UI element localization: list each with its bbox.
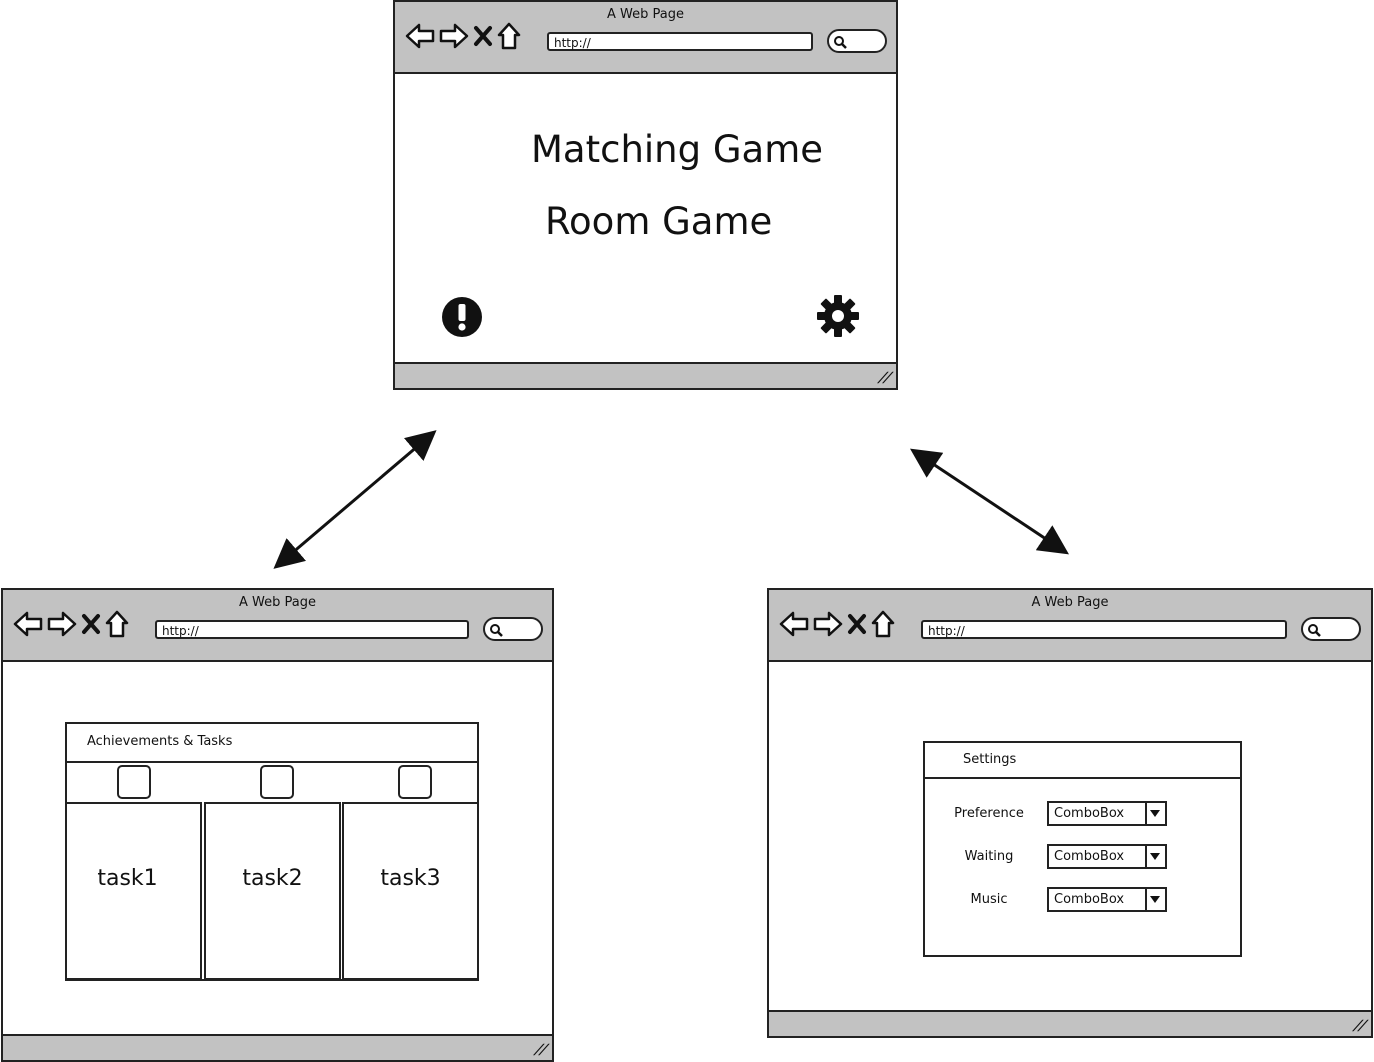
task2-checkbox[interactable] <box>260 765 294 799</box>
back-arrow-icon[interactable] <box>405 23 435 53</box>
home-icon[interactable] <box>871 610 895 642</box>
close-icon[interactable] <box>81 612 101 640</box>
panel-title: Achievements & Tasks <box>87 734 233 749</box>
nav-buttons <box>779 610 899 642</box>
window-title: A Web Page <box>239 595 316 610</box>
waiting-label: Waiting <box>964 849 1014 864</box>
gear-icon[interactable] <box>816 294 860 342</box>
chevron-down-icon[interactable] <box>1145 889 1165 910</box>
task-card-3[interactable]: task3 <box>342 802 479 980</box>
combobox-value: ComboBox <box>1054 806 1125 821</box>
search-field[interactable] <box>483 617 543 641</box>
back-arrow-icon[interactable] <box>13 611 43 641</box>
nav-buttons <box>405 22 525 54</box>
url-field[interactable]: http:// <box>547 32 813 51</box>
nav-buttons <box>13 610 133 642</box>
task-card-2[interactable]: task2 <box>204 802 341 980</box>
task3-checkbox[interactable] <box>398 765 432 799</box>
window-title: A Web Page <box>1031 595 1109 610</box>
url-field[interactable]: http:// <box>921 620 1287 639</box>
close-icon[interactable] <box>847 612 867 640</box>
status-bar: // <box>395 362 896 388</box>
forward-arrow-icon[interactable] <box>813 611 843 641</box>
close-icon[interactable] <box>473 24 493 52</box>
browser-toolbar: A Web Page http:// <box>395 2 896 74</box>
music-combobox[interactable]: ComboBox <box>1047 887 1167 912</box>
search-field[interactable] <box>827 29 887 53</box>
resize-grip-icon[interactable]: // <box>531 1042 551 1058</box>
chevron-down-icon[interactable] <box>1145 803 1165 824</box>
panel-title: Settings <box>963 752 1017 767</box>
search-icon <box>1308 624 1321 637</box>
home-icon[interactable] <box>105 610 129 642</box>
browser-toolbar: A Web Page http:// <box>769 590 1371 662</box>
resize-grip-icon[interactable]: // <box>1350 1018 1370 1034</box>
exclamation-circle-icon[interactable] <box>441 296 483 342</box>
search-icon <box>490 624 503 637</box>
browser-toolbar: A Web Page http:// <box>3 590 552 662</box>
menu-browser-window: A Web Page http:// Matching Game Room Ga… <box>393 0 898 390</box>
settings-panel: Settings Preference ComboBox Waiting Com… <box>923 741 1242 957</box>
status-bar: // <box>769 1010 1371 1036</box>
task-card-1[interactable]: task1 <box>65 802 202 980</box>
chevron-down-icon[interactable] <box>1145 846 1165 867</box>
waiting-combobox[interactable]: ComboBox <box>1047 844 1167 869</box>
panel-header: Achievements & Tasks <box>67 724 477 763</box>
task1-checkbox[interactable] <box>117 765 151 799</box>
arrow-menu-settings <box>910 448 1069 555</box>
search-field[interactable] <box>1301 617 1361 641</box>
forward-arrow-icon[interactable] <box>439 23 469 53</box>
resize-grip-icon[interactable]: // <box>875 370 895 386</box>
forward-arrow-icon[interactable] <box>47 611 77 641</box>
task-label: task1 <box>97 866 158 891</box>
search-icon <box>834 36 847 49</box>
combobox-value: ComboBox <box>1054 892 1125 907</box>
home-icon[interactable] <box>497 22 521 54</box>
url-field[interactable]: http:// <box>155 620 469 639</box>
arrow-menu-achievements <box>273 430 437 569</box>
preference-combobox[interactable]: ComboBox <box>1047 801 1167 826</box>
menu-item-matching-game[interactable]: Matching Game <box>531 128 824 171</box>
back-arrow-icon[interactable] <box>779 611 809 641</box>
task-label: task2 <box>242 866 303 891</box>
menu-item-room-game[interactable]: Room Game <box>545 200 773 243</box>
status-bar: // <box>3 1034 552 1060</box>
panel-header: Settings <box>925 743 1240 779</box>
window-title: A Web Page <box>607 7 684 22</box>
settings-browser-window: A Web Page http:// Settings Preference C… <box>767 588 1373 1038</box>
task-label: task3 <box>380 866 441 891</box>
music-label: Music <box>970 892 1008 907</box>
achievements-panel: Achievements & Tasks task1 task2 task3 <box>65 722 479 981</box>
achievements-browser-window: A Web Page http:// Achievements & Tasks … <box>1 588 554 1062</box>
preference-label: Preference <box>954 806 1024 821</box>
combobox-value: ComboBox <box>1054 849 1125 864</box>
